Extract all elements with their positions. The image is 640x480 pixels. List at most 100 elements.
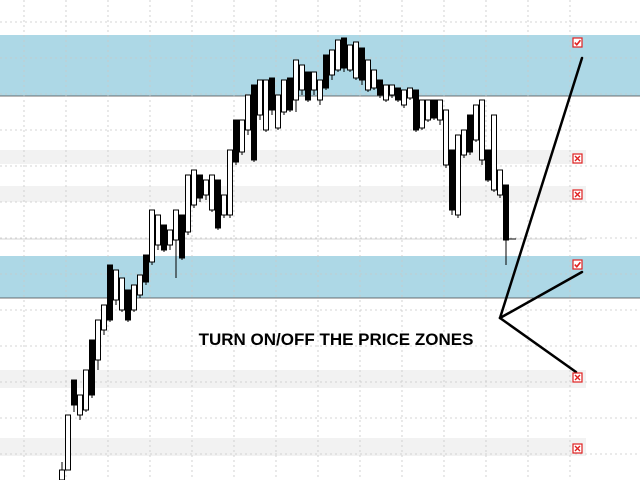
candle-body	[383, 84, 389, 101]
zone-toggle-5[interactable]	[572, 372, 583, 383]
annotation-pointer-lines	[498, 56, 584, 374]
candle-body	[215, 179, 221, 229]
candle-body	[77, 394, 83, 416]
candle-body	[173, 209, 179, 241]
candle-body	[203, 179, 209, 196]
candle-body	[497, 169, 503, 196]
candle-body	[293, 59, 299, 101]
candle-body	[401, 89, 407, 106]
checkmark-icon	[574, 261, 582, 269]
candle-body	[179, 214, 185, 259]
candle-body	[275, 94, 281, 129]
candle-body	[365, 59, 371, 91]
candle-body	[419, 99, 425, 129]
zone-toggle-1[interactable]	[572, 37, 583, 48]
candle-body	[191, 169, 197, 206]
candle-body	[161, 224, 167, 251]
x-mark-icon	[574, 445, 581, 452]
candle-body	[437, 99, 443, 121]
candle-body	[323, 54, 329, 89]
candle-body	[485, 149, 491, 181]
candle-body	[377, 79, 383, 96]
pointer-line	[498, 56, 584, 320]
candle-body	[455, 134, 461, 216]
candle-body	[467, 114, 473, 153]
candle-body	[299, 64, 305, 91]
zone-toggle-4[interactable]	[572, 259, 583, 270]
pointer-line	[498, 270, 584, 320]
candle-body	[209, 174, 215, 211]
candle-body	[167, 229, 173, 246]
candle-body	[65, 414, 71, 471]
candle-body	[137, 274, 143, 296]
candle-body	[491, 114, 497, 191]
price-zone-band-inactive	[0, 438, 586, 456]
candle-body	[197, 174, 203, 199]
candle-body	[263, 79, 269, 131]
candle-body	[449, 149, 455, 211]
candle-body	[395, 87, 401, 101]
candle-body	[269, 77, 275, 111]
zone-toggle-2[interactable]	[572, 153, 583, 164]
candle-body	[407, 87, 413, 99]
candle-body	[221, 194, 227, 216]
price-zone-band-inactive	[0, 370, 586, 388]
candle-body	[149, 209, 155, 263]
candle-body	[479, 99, 485, 161]
candle-body	[119, 277, 125, 311]
candle-body	[71, 379, 77, 406]
candle-body	[185, 174, 191, 233]
candle-body	[251, 84, 257, 161]
candle-body	[473, 104, 479, 141]
checkbox-checked-icon	[572, 259, 583, 270]
candle-body	[95, 319, 101, 361]
candle-body	[245, 94, 251, 131]
x-mark-icon	[574, 191, 581, 198]
candle-body	[341, 37, 347, 69]
candle-body	[257, 79, 263, 116]
price-zone-band-inactive	[0, 186, 586, 202]
price-zone-band-inactive	[0, 150, 586, 164]
candle-body	[113, 269, 119, 301]
candle-body	[305, 71, 311, 101]
checkmark-icon	[574, 39, 582, 47]
candle-body	[461, 129, 467, 156]
zone-toggles-layer	[572, 37, 583, 454]
candle-body	[281, 79, 287, 113]
candle-body	[359, 47, 365, 81]
candle-body	[347, 44, 353, 71]
candle-body	[83, 369, 89, 411]
candle-body	[143, 254, 149, 283]
candle-body	[227, 149, 233, 216]
pointer-line	[498, 316, 578, 374]
price-zone-band-active	[0, 256, 640, 298]
candle-body	[233, 119, 239, 163]
candle-body	[431, 99, 437, 119]
candle-body	[353, 41, 359, 79]
checkbox-checked-icon	[572, 37, 583, 48]
candle-body	[413, 89, 419, 131]
candle-body	[89, 339, 95, 396]
candle-body	[335, 39, 341, 71]
x-mark-icon	[574, 374, 581, 381]
candle-body	[131, 284, 137, 311]
x-mark-icon	[574, 155, 581, 162]
candlesticks-layer	[59, 37, 516, 480]
candle-body	[125, 289, 131, 321]
price-zones-layer	[0, 35, 640, 456]
candle-body	[503, 184, 509, 241]
candle-body	[311, 71, 317, 91]
zone-toggle-3[interactable]	[572, 189, 583, 200]
candle-body	[389, 84, 395, 96]
candle-body	[107, 264, 113, 321]
candle-body	[443, 109, 449, 166]
candle-body	[155, 214, 161, 246]
candle-body	[317, 79, 323, 101]
candle-body	[425, 99, 431, 121]
zone-toggle-6[interactable]	[572, 443, 583, 454]
candle-body	[59, 469, 65, 480]
candle-body	[329, 49, 335, 76]
candle-body	[239, 119, 245, 153]
